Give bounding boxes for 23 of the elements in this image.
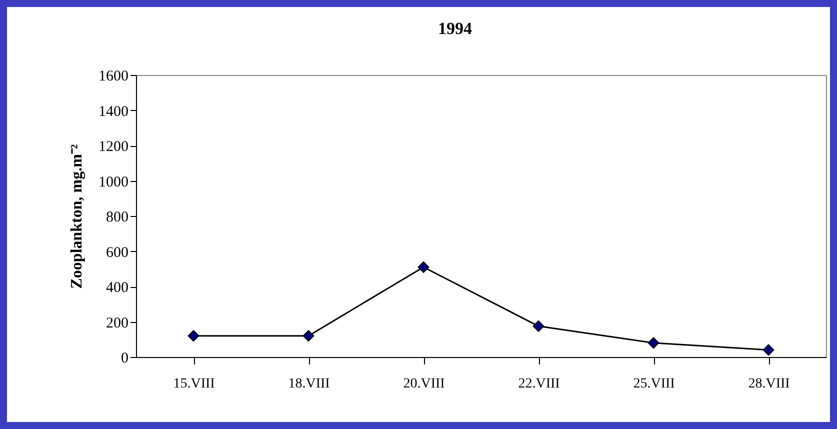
point [648,337,660,349]
point [418,261,430,273]
x-tick-label: 20.VIII [403,376,446,392]
x-tick-label: 18.VIII [288,376,330,392]
point [532,320,544,332]
y-tick-label: 1600 [98,68,128,84]
chart-title: 1994 [438,19,472,38]
y-tick-label: 1400 [98,104,128,120]
x-tick-label: 22.VIII [518,376,560,392]
point [762,344,774,356]
y-axis-title: Zooplankton, mg.m⁻² [68,144,86,289]
y-tick-label: 1000 [98,174,128,190]
y-tick-label: 800 [106,210,128,226]
x-tick-label: 15.VIII [173,376,216,392]
y-tick-label: 200 [106,315,128,332]
y-tick-label: 1200 [98,139,128,155]
point [302,330,314,342]
y-tick-label: 600 [106,244,128,261]
x-tick-label: 25.VIII [633,376,676,392]
y-tick-label: 400 [106,280,128,296]
y-tick-label: 0 [121,350,128,366]
x-tick-label: 28.VIII [748,376,790,392]
point [188,330,200,342]
